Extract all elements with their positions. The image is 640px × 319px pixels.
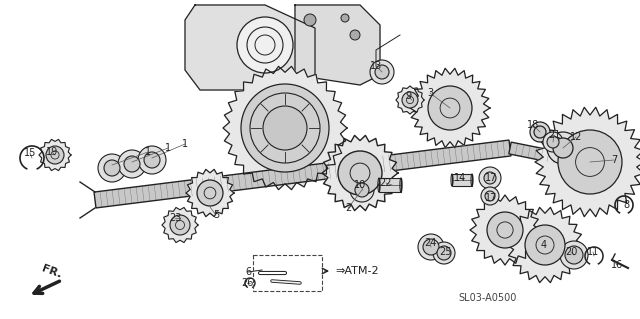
- Text: 19: 19: [46, 147, 58, 157]
- Polygon shape: [396, 86, 424, 114]
- Text: 11: 11: [587, 247, 599, 257]
- Text: 17: 17: [485, 193, 497, 203]
- Circle shape: [170, 215, 190, 235]
- Polygon shape: [410, 68, 490, 148]
- Polygon shape: [39, 139, 71, 171]
- Circle shape: [487, 212, 523, 248]
- Circle shape: [481, 187, 499, 205]
- Circle shape: [350, 178, 374, 202]
- Text: 6: 6: [245, 267, 251, 277]
- Circle shape: [484, 172, 496, 184]
- Text: 10: 10: [354, 180, 366, 190]
- Circle shape: [197, 180, 223, 206]
- Circle shape: [138, 146, 166, 174]
- Text: 17: 17: [485, 173, 497, 183]
- Text: 8: 8: [623, 200, 629, 210]
- Circle shape: [250, 93, 320, 163]
- Circle shape: [423, 239, 439, 255]
- Circle shape: [241, 84, 329, 172]
- Circle shape: [118, 150, 146, 178]
- Circle shape: [375, 65, 389, 79]
- Text: 14: 14: [454, 173, 466, 183]
- Circle shape: [144, 152, 160, 168]
- Text: 20: 20: [565, 247, 577, 257]
- Text: 21: 21: [548, 130, 560, 140]
- Circle shape: [46, 146, 64, 164]
- Circle shape: [402, 92, 418, 108]
- Text: 2: 2: [345, 203, 351, 213]
- Bar: [379, 178, 401, 192]
- Circle shape: [433, 242, 455, 264]
- Circle shape: [124, 156, 140, 172]
- Circle shape: [479, 167, 501, 189]
- Text: 12: 12: [570, 132, 582, 142]
- Circle shape: [418, 234, 444, 260]
- Text: 22: 22: [380, 178, 392, 188]
- Circle shape: [558, 130, 622, 194]
- Circle shape: [263, 106, 307, 150]
- Text: 13: 13: [370, 61, 382, 71]
- Circle shape: [437, 246, 451, 260]
- Text: 3: 3: [427, 88, 433, 98]
- Text: 18: 18: [527, 120, 539, 130]
- Text: FR.: FR.: [41, 264, 63, 280]
- Circle shape: [304, 14, 316, 26]
- Text: 9: 9: [405, 91, 411, 101]
- Circle shape: [428, 86, 472, 130]
- Polygon shape: [162, 207, 198, 242]
- Circle shape: [534, 126, 546, 138]
- Polygon shape: [470, 195, 540, 265]
- Circle shape: [341, 14, 349, 22]
- Circle shape: [525, 225, 565, 265]
- Text: ⇒ATM-2: ⇒ATM-2: [335, 266, 379, 276]
- Text: 1: 1: [165, 143, 171, 153]
- Polygon shape: [186, 169, 234, 217]
- Circle shape: [565, 246, 583, 264]
- Bar: [452, 174, 472, 186]
- Text: SL03-A0500: SL03-A0500: [459, 293, 517, 303]
- Circle shape: [547, 132, 579, 164]
- Circle shape: [370, 60, 394, 84]
- Text: 1: 1: [182, 139, 188, 149]
- Circle shape: [553, 138, 573, 158]
- Polygon shape: [185, 5, 315, 90]
- Polygon shape: [535, 107, 640, 217]
- Text: 24: 24: [424, 238, 436, 248]
- Polygon shape: [223, 66, 347, 190]
- Text: 4: 4: [541, 240, 547, 250]
- Circle shape: [338, 151, 382, 195]
- Circle shape: [350, 30, 360, 40]
- Circle shape: [237, 17, 293, 73]
- Polygon shape: [94, 140, 511, 208]
- Circle shape: [543, 132, 563, 152]
- Circle shape: [98, 154, 126, 182]
- Circle shape: [104, 160, 120, 176]
- Circle shape: [547, 136, 559, 148]
- Polygon shape: [295, 5, 380, 85]
- Polygon shape: [322, 135, 398, 211]
- Text: 16: 16: [611, 260, 623, 270]
- Circle shape: [560, 241, 588, 269]
- Polygon shape: [509, 142, 581, 168]
- Text: 7: 7: [611, 155, 617, 165]
- Polygon shape: [507, 207, 583, 283]
- Text: 26: 26: [241, 278, 253, 288]
- Text: 1: 1: [145, 147, 151, 157]
- Circle shape: [355, 183, 369, 197]
- Text: 23: 23: [169, 213, 181, 223]
- Text: 5: 5: [213, 210, 219, 220]
- Circle shape: [530, 122, 550, 142]
- Text: 15: 15: [24, 148, 36, 158]
- Circle shape: [485, 191, 495, 201]
- Text: 25: 25: [439, 247, 451, 257]
